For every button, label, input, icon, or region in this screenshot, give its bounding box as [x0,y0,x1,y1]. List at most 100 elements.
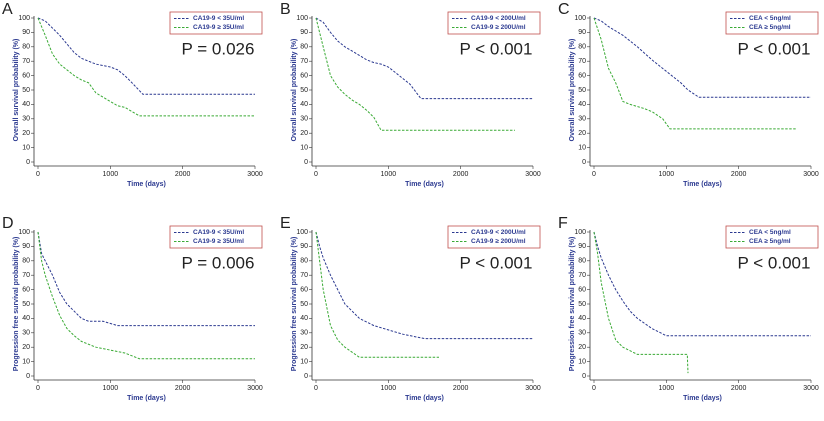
y-tick-label: 40 [300,101,308,108]
x-tick-label: 1000 [381,171,397,178]
x-tick-label: 3000 [247,385,263,392]
y-tick-label: 30 [22,330,30,337]
y-tick-label: 90 [22,243,30,250]
x-tick-label: 2000 [175,171,191,178]
survival-curve [593,231,811,337]
x-tick-label: 0 [592,171,596,178]
x-axis-label: Time (days) [127,395,166,402]
y-axis-label: Overall survival probability (%) [291,39,298,142]
y-tick-label: 70 [578,58,586,65]
y-tick-label: 10 [578,144,586,151]
y-axis-label: Progression free survival probability (%… [291,237,298,372]
y-tick-label: 80 [22,44,30,51]
legend-label: CEA ≥ 5ng/ml [749,24,791,31]
legend-label: CA19-9 < 35U/ml [193,15,244,22]
y-tick-label: 70 [300,58,308,65]
y-tick-label: 80 [300,258,308,265]
legend-label: CA19-9 ≥ 35U/ml [193,24,244,31]
y-tick-label: 80 [300,44,308,51]
y-axis-label: Overall survival probability (%) [13,39,20,142]
y-tick-label: 80 [578,258,586,265]
y-tick-label: 50 [22,87,30,94]
legend-label: CA19-9 < 200U/ml [471,15,526,22]
y-tick-label: 100 [18,15,30,22]
y-tick-label: 10 [22,358,30,365]
y-tick-label: 30 [300,116,308,123]
y-tick-label: 30 [578,116,586,123]
survival-curve [37,231,255,327]
y-tick-label: 50 [300,87,308,94]
x-tick-label: 2000 [453,171,469,178]
y-tick-label: 10 [300,358,308,365]
legend-label: CEA < 5ng/ml [749,229,791,236]
y-tick-label: 60 [578,72,586,79]
p-value: P < 0.001 [460,253,533,272]
y-tick-label: 30 [578,330,586,337]
y-tick-label: 20 [22,344,30,351]
x-tick-label: 1000 [381,385,397,392]
y-tick-label: 100 [18,229,30,236]
x-tick-label: 0 [36,171,40,178]
p-value: P = 0.006 [182,253,255,272]
survival-curve [315,231,439,358]
panel-label: F [558,215,568,232]
legend-label: CA19-9 < 35U/ml [193,229,244,236]
y-tick-label: 40 [22,101,30,108]
survival-curve [37,17,255,95]
legend-box [725,225,819,249]
legend-box [447,225,541,249]
y-tick-label: 80 [22,258,30,265]
p-value: P < 0.001 [460,39,533,58]
p-value: P = 0.026 [182,39,255,58]
y-tick-label: 40 [578,315,586,322]
y-axis-label: Overall survival probability (%) [569,39,576,142]
x-tick-label: 0 [36,385,40,392]
y-tick-label: 60 [300,286,308,293]
x-tick-label: 2000 [453,385,469,392]
y-tick-label: 10 [22,144,30,151]
y-tick-label: 20 [578,344,586,351]
y-tick-label: 30 [22,116,30,123]
x-tick-label: 1000 [103,385,119,392]
survival-curve [315,17,533,100]
y-tick-label: 60 [22,286,30,293]
x-tick-label: 3000 [525,385,541,392]
y-tick-label: 100 [296,15,308,22]
survival-curve [593,17,811,98]
y-tick-label: 0 [304,373,308,380]
legend-label: CA19-9 ≥ 200U/ml [471,238,526,245]
y-tick-label: 50 [22,301,30,308]
x-axis-label: Time (days) [127,181,166,188]
legend-box [169,225,263,249]
x-tick-label: 2000 [175,385,191,392]
y-tick-label: 70 [22,58,30,65]
y-tick-label: 60 [300,72,308,79]
x-tick-label: 3000 [525,171,541,178]
y-tick-label: 90 [22,29,30,36]
y-tick-label: 0 [26,159,30,166]
y-tick-label: 0 [26,373,30,380]
y-tick-label: 70 [578,272,586,279]
y-tick-label: 100 [574,15,586,22]
x-tick-label: 0 [314,385,318,392]
y-tick-label: 90 [578,29,586,36]
p-value: P < 0.001 [738,253,811,272]
legend-label: CA19-9 ≥ 35U/ml [193,238,244,245]
y-tick-label: 40 [578,101,586,108]
y-tick-label: 90 [578,243,586,250]
y-tick-label: 20 [22,130,30,137]
y-tick-label: 20 [578,130,586,137]
x-axis-label: Time (days) [405,395,444,402]
panel-label: B [280,1,291,18]
x-axis-label: Time (days) [683,395,722,402]
legend-box [725,11,819,35]
y-tick-label: 50 [578,87,586,94]
y-tick-label: 70 [22,272,30,279]
survival-curve [593,231,689,374]
x-tick-label: 1000 [659,171,675,178]
x-axis-label: Time (days) [683,181,722,188]
y-tick-label: 100 [574,229,586,236]
y-tick-label: 0 [304,159,308,166]
y-tick-label: 60 [578,286,586,293]
